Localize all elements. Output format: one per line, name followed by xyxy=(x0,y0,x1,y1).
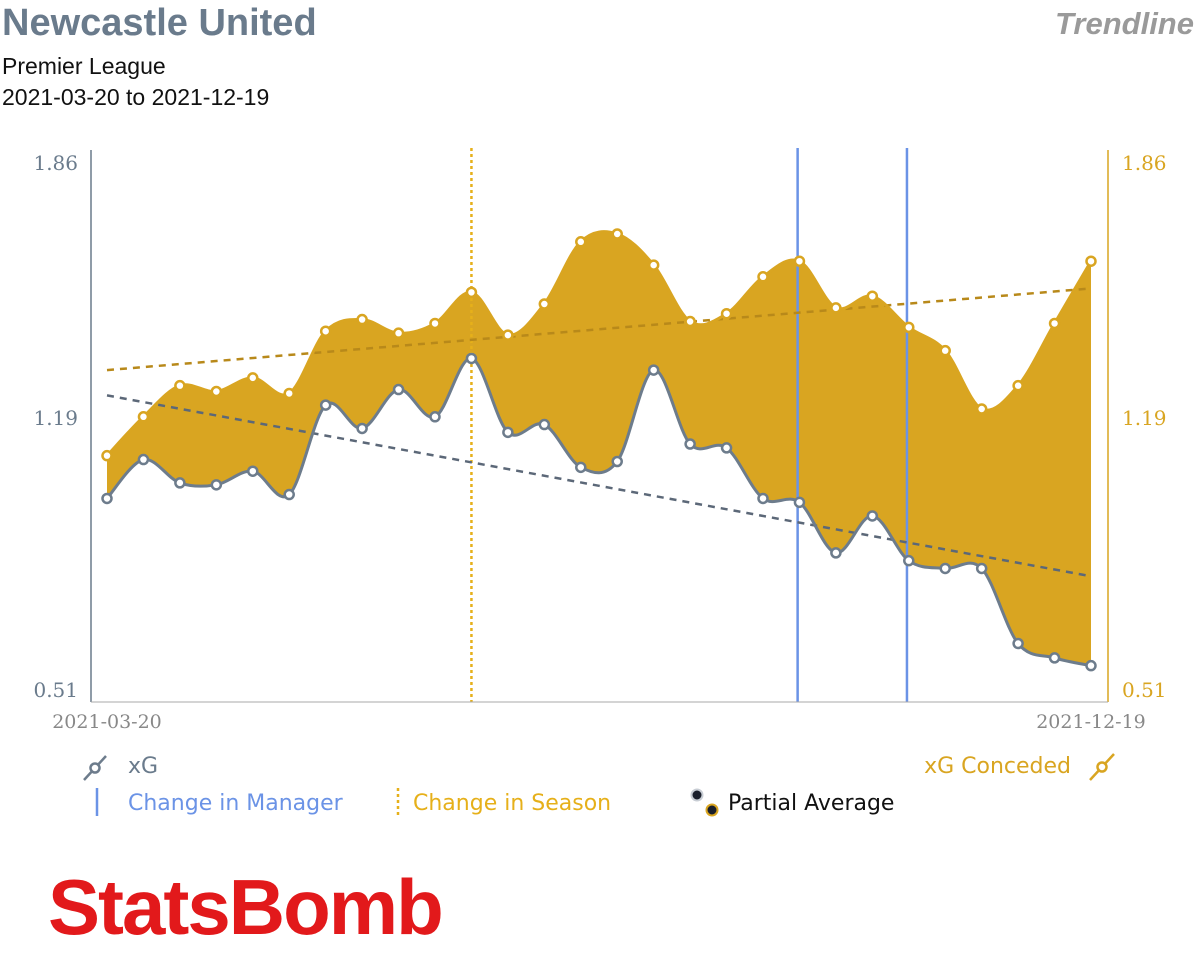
legend-partial-average-label: Partial Average xyxy=(728,791,894,816)
xg-point-6 xyxy=(283,488,295,501)
xg-conceded-point-28 xyxy=(1085,255,1097,267)
xg-conceded-point-9 xyxy=(392,327,405,339)
xg-point-5 xyxy=(247,465,259,477)
left-tick-label-top: 1.86 xyxy=(33,151,78,175)
right-tick-label-top: 1.86 xyxy=(1122,151,1167,175)
xg-conceded-point-2 xyxy=(137,411,150,423)
left-tick-label-mid: 1.19 xyxy=(33,406,78,430)
left-tick-label-bottom: 0.51 xyxy=(33,678,78,702)
legend-partial-average-icon xyxy=(690,788,719,817)
xg-conceded-point-11 xyxy=(465,286,478,299)
xg-point-26 xyxy=(1012,637,1024,650)
xg-conceded-point-23 xyxy=(903,321,915,334)
x-tick-label-end: 2021-12-19 xyxy=(1036,711,1146,733)
xg-conceded-point-16 xyxy=(647,259,660,271)
xg-conceded-point-20 xyxy=(793,255,806,267)
xg-conceded-point-13 xyxy=(538,298,551,310)
xg-point-1 xyxy=(101,492,113,505)
page-title: Newcastle United xyxy=(2,2,317,44)
xg-conceded-point-22 xyxy=(866,290,879,302)
xg-conceded-point-4 xyxy=(210,385,223,398)
xg-point-7 xyxy=(319,399,332,411)
xg-point-19 xyxy=(757,492,769,505)
reference-lines-layer xyxy=(470,148,909,702)
series-layer xyxy=(101,228,1097,672)
xg-point-8 xyxy=(356,422,368,435)
xg-conceded-point-24 xyxy=(939,344,951,357)
xg-conceded-point-12 xyxy=(502,329,514,341)
xg-point-13 xyxy=(538,418,551,431)
xg-point-12 xyxy=(502,426,514,439)
xg-conceded-point-10 xyxy=(429,317,441,330)
xg-conceded-point-26 xyxy=(1012,379,1024,392)
xg-point-28 xyxy=(1085,659,1097,672)
right-tick-label-bottom: 0.51 xyxy=(1122,678,1167,702)
legend-xg-icon xyxy=(83,755,107,781)
axes-layer: 1.86 1.19 0.51 1.86 1.19 0.51 2021-03-20… xyxy=(33,150,1167,733)
xg-point-21 xyxy=(830,547,842,559)
xg-conceded-point-7 xyxy=(319,325,332,337)
gap-area-layer xyxy=(107,231,1091,666)
date-range: 2021-03-20 to 2021-12-19 xyxy=(2,84,270,110)
xg-point-23 xyxy=(903,554,915,567)
xg-point-24 xyxy=(939,562,951,575)
legend-season-label: Change in Season xyxy=(413,791,611,816)
xg-conceded-point-1 xyxy=(101,449,113,462)
competition-name: Premier League xyxy=(2,53,166,79)
xg-point-27 xyxy=(1048,652,1061,664)
xg-conceded-point-21 xyxy=(830,302,842,314)
xg-conceded-point-14 xyxy=(575,236,587,248)
xg-conceded-point-18 xyxy=(720,307,733,320)
xg-trendline xyxy=(106,394,1092,578)
legend-manager-label: Change in Manager xyxy=(128,791,344,816)
xg-conceded-point-3 xyxy=(174,379,186,392)
xg-conceded-line xyxy=(105,230,1093,457)
xg-conceded-point-19 xyxy=(757,271,769,283)
xg-conceded-point-27 xyxy=(1048,317,1061,330)
xg-point-3 xyxy=(174,477,186,489)
xg-point-15 xyxy=(611,455,623,468)
xg-point-11 xyxy=(465,352,478,365)
xg-conceded-point-6 xyxy=(283,387,295,400)
xg-point-10 xyxy=(429,411,441,423)
xg-conceded-trendline xyxy=(106,287,1092,372)
legend-xg-conceded-icon xyxy=(1089,753,1115,781)
xg-conceded-point-17 xyxy=(684,315,696,328)
xg-point-18 xyxy=(720,442,733,454)
xg-conceded-point-25 xyxy=(975,403,988,415)
xg-conceded-point-15 xyxy=(611,228,623,240)
xg-point-20 xyxy=(793,496,806,509)
xg-point-4 xyxy=(210,479,223,491)
xg-point-22 xyxy=(866,510,879,522)
statsbomb-logo: StatsBomb xyxy=(48,863,444,951)
xg-point-2 xyxy=(137,453,150,466)
legend-xg-label: xG xyxy=(128,754,158,779)
xg-conceded-point-5 xyxy=(247,372,259,384)
xg-point-14 xyxy=(575,461,587,474)
x-tick-label-start: 2021-03-20 xyxy=(52,711,162,733)
xg-gap-area xyxy=(107,231,1091,666)
xg-point-9 xyxy=(392,383,405,396)
xg-point-16 xyxy=(647,364,660,376)
trendlines-layer xyxy=(106,287,1092,578)
xg-point-17 xyxy=(684,438,696,450)
legend: xG xG Conceded Change in Manager Change … xyxy=(83,753,1115,817)
chart-type-label: Trendline xyxy=(1055,6,1194,41)
xg-conceded-point-8 xyxy=(356,313,368,326)
legend-xg-conceded-label: xG Conceded xyxy=(924,754,1071,779)
xg-point-25 xyxy=(975,562,988,575)
right-tick-label-mid: 1.19 xyxy=(1122,406,1167,430)
